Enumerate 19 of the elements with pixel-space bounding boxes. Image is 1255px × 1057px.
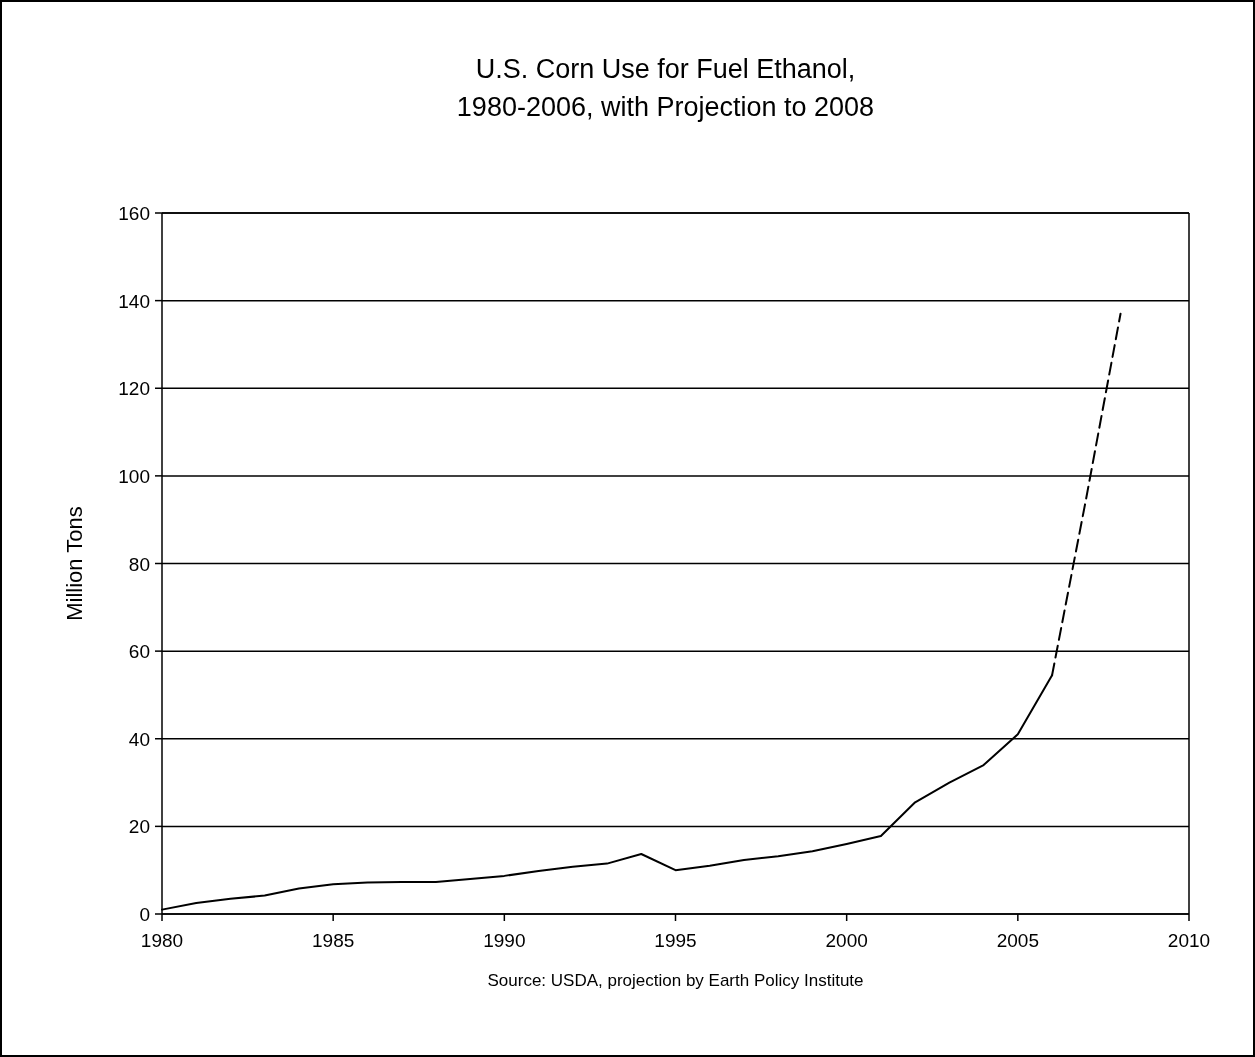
y-axis-title: Million Tons bbox=[62, 506, 87, 621]
x-tick-label: 1990 bbox=[483, 930, 526, 951]
y-tick-label: 0 bbox=[139, 904, 150, 925]
y-tick-label: 60 bbox=[128, 641, 150, 663]
y-tick-label: 80 bbox=[128, 553, 150, 575]
chart-title: U.S. Corn Use for Fuel Ethanol, 1980-2006, with Projection to 2008 bbox=[456, 54, 875, 122]
x-tick-label: 2010 bbox=[1167, 930, 1211, 951]
x-tick-label: 1995 bbox=[654, 930, 697, 951]
y-tick-label: 120 bbox=[118, 378, 150, 400]
y-tick-label: 140 bbox=[118, 290, 150, 312]
x-tick-label: 1985 bbox=[312, 930, 355, 951]
x-tick-label: 2000 bbox=[825, 930, 868, 951]
x-tick-label: 1980 bbox=[140, 930, 184, 951]
x-tick-label: 2005 bbox=[996, 930, 1039, 951]
y-tick-label: 40 bbox=[128, 728, 150, 750]
y-tick-label: 100 bbox=[118, 465, 150, 487]
y-tick-label: 160 bbox=[118, 203, 150, 224]
y-tick-label: 20 bbox=[128, 816, 150, 838]
source-note: Source: USDA, projection by Earth Policy Institute bbox=[487, 971, 864, 990]
